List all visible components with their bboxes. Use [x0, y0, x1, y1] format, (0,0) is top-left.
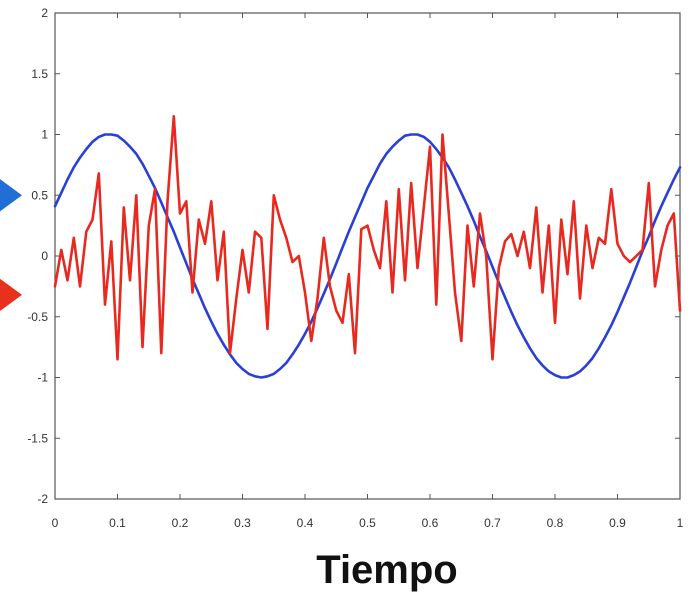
series-lines: [53, 115, 682, 379]
x-tick-label: 1: [677, 516, 684, 530]
x-tick-label: 0.6: [422, 516, 439, 530]
blue-arrow-marker: [0, 179, 22, 212]
x-tick-label: 0.4: [297, 516, 314, 530]
y-tick-label: 1: [41, 128, 48, 142]
noisy-series-line: [53, 115, 682, 361]
x-tick-label: 0.9: [609, 516, 626, 530]
x-tick-label: 0: [52, 516, 59, 530]
y-tick-label: 0.5: [31, 188, 48, 202]
y-tick-label: 1.5: [31, 67, 48, 81]
y-tick-label: -1: [37, 371, 48, 385]
y-tick-label: -0.5: [27, 310, 48, 324]
plot-frame: [54, 12, 681, 500]
x-tick-label: 0.5: [359, 516, 376, 530]
axis-ticks: [54, 12, 681, 500]
y-tick-label: 0: [41, 249, 48, 263]
x-tick-label: 0.7: [484, 516, 501, 530]
x-tick-label: 0.1: [109, 516, 126, 530]
tick-labels: 0 0.1 0.2 0.3 0.4 0.5 0.6 0.7 0.8 0.9 1 -2 -1.5 -1 -0.…: [27, 6, 683, 530]
x-axis-label: Tiempo: [316, 548, 458, 592]
x-tick-label: 0.3: [234, 516, 251, 530]
side-markers: [0, 179, 22, 311]
y-tick-label: 2: [41, 6, 48, 20]
sine-series-line: [53, 133, 682, 379]
y-tick-label: -2: [37, 492, 48, 506]
y-tick-label: -1.5: [27, 431, 48, 445]
x-tick-label: 0.8: [547, 516, 564, 530]
red-arrow-marker: [0, 278, 22, 311]
x-tick-label: 0.2: [172, 516, 189, 530]
